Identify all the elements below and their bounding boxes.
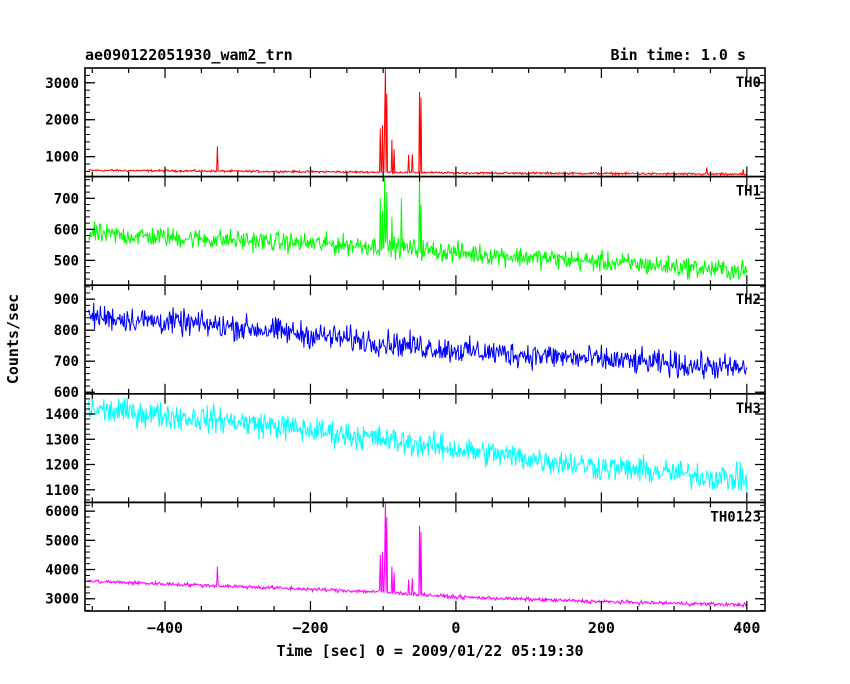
x-tick-label: −200: [292, 619, 328, 637]
x-tick-label: −400: [147, 619, 183, 637]
series-line-th3: [88, 396, 748, 492]
y-tick-label: 600: [54, 385, 79, 401]
y-tick-label: 6000: [45, 504, 79, 520]
panel-label-th0: TH0: [736, 75, 761, 91]
y-tick-label: 500: [54, 253, 79, 269]
panel-label-th0123: TH0123: [710, 509, 761, 525]
panel-label-th3: TH3: [736, 401, 761, 417]
y-tick-label: 1400: [45, 407, 79, 423]
y-tick-label: 1300: [45, 432, 79, 448]
y-tick-label: 900: [54, 292, 79, 308]
y-tick-label: 4000: [45, 563, 79, 579]
bin-time-label: Bin time: 1.0 s: [611, 46, 746, 64]
series-line-th1: [88, 176, 748, 281]
y-tick-label: 1200: [45, 458, 79, 474]
y-tick-label: 3000: [45, 592, 79, 608]
panel-th3: TH3 1100 1200 1300 1400: [45, 392, 766, 504]
y-axis-label: Counts/sec: [4, 294, 22, 384]
panel-th1: TH1 500 600 700: [54, 175, 766, 287]
panel-th0: TH0 1000 2000 3000: [45, 67, 766, 178]
y-tick-label: 700: [54, 354, 79, 370]
series-line-th0: [88, 67, 747, 177]
y-tick-label: 1000: [45, 150, 79, 166]
x-tick-label: 0: [451, 619, 460, 637]
x-axis-label: Time [sec] 0 = 2009/01/22 05:19:30: [276, 642, 583, 660]
x-tick-label: 200: [588, 619, 615, 637]
panel-label-th1: TH1: [736, 184, 761, 200]
panel-th2: TH2 600 700 800 900: [54, 284, 766, 401]
x-tick-label: 400: [733, 619, 760, 637]
panels-group: TH0100020003000TH1500600700TH26007008009…: [45, 67, 766, 637]
panel-frame-th2: [84, 284, 766, 395]
panel-frame-th0: [84, 67, 766, 178]
y-tick-label: 600: [54, 222, 79, 238]
y-tick-label: 800: [54, 323, 79, 339]
y-tick-label: 3000: [45, 76, 79, 92]
y-tick-label: 700: [54, 191, 79, 207]
y-tick-label: 1100: [45, 483, 79, 499]
series-line-th2: [88, 302, 748, 380]
panel-label-th2: TH2: [736, 292, 761, 308]
panel-frame-th0123: [84, 501, 766, 612]
panel-th0123: TH0123 3000 4000 5000 6000: [45, 501, 766, 612]
y-tick-label: 5000: [45, 533, 79, 549]
series-line-th0123: [88, 502, 748, 609]
y-tick-label: 2000: [45, 113, 79, 129]
chart-title: ae090122051930_wam2_trn: [85, 46, 293, 64]
